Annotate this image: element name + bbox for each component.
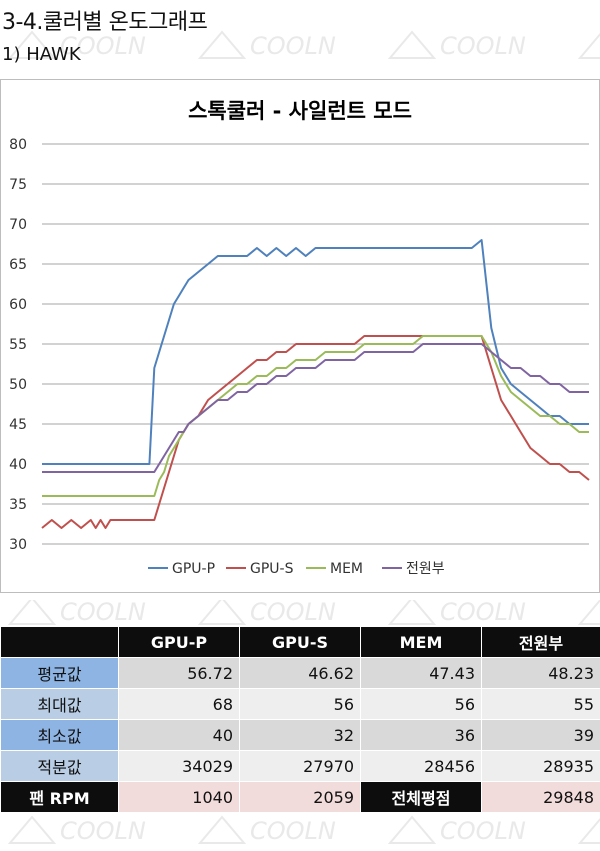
legend-label: GPU-S: [250, 561, 294, 577]
row-label-max: 최대값: [1, 689, 119, 720]
watermark-text: COOLN: [60, 600, 146, 626]
table-cell: 27970: [240, 751, 361, 782]
watermark-text: COOLN: [250, 32, 336, 60]
watermark-logo-icon: [390, 32, 434, 58]
watermark-logo-icon: [390, 600, 434, 624]
table-cell: 36: [361, 720, 482, 751]
table-header-row: GPU-P GPU-S MEM 전원부: [1, 627, 600, 658]
table-row: 적분값 34029 27970 28456 28935: [1, 751, 600, 782]
watermark-text: COOLN: [250, 817, 336, 845]
watermark-text: COOLN: [440, 600, 526, 626]
legend-label: MEM: [330, 561, 363, 577]
table-cell: 56: [361, 689, 482, 720]
table-cell: 46.62: [240, 658, 361, 689]
y-tick-label: 55: [9, 337, 27, 353]
legend-label: 전원부: [406, 561, 445, 577]
table-header-mem: MEM: [361, 627, 482, 658]
stats-table: GPU-P GPU-S MEM 전원부 평균값 56.72 46.62 47.4…: [0, 626, 600, 813]
table-footer-row: 팬 RPM 1040 2059 전체평점 29848: [1, 782, 600, 813]
chart-canvas: 스톡쿨러 - 사일런트 모드 30 35 40 45 50 55 60 65 70 75 80 GPU-…: [1, 80, 599, 592]
row-label-average: 평균값: [1, 658, 119, 689]
table-cell: 32: [240, 720, 361, 751]
table-header-corner: [1, 627, 119, 658]
watermark-logo-icon: [580, 600, 600, 624]
watermark-logo-icon: [580, 817, 600, 843]
table-cell: 40: [119, 720, 240, 751]
watermark-text: COOLN: [60, 817, 146, 845]
y-tick-label: 45: [9, 417, 27, 433]
legend-label: GPU-P: [172, 561, 215, 577]
y-tick-label: 40: [9, 457, 27, 473]
y-tick-label: 35: [9, 497, 27, 513]
chart-title: 스톡쿨러 - 사일런트 모드: [188, 99, 412, 123]
table-header-gpu-s: GPU-S: [240, 627, 361, 658]
watermark-logo-icon: [200, 817, 244, 843]
table-row: 평균값 56.72 46.62 47.43 48.23: [1, 658, 600, 689]
row-label-integral: 적분값: [1, 751, 119, 782]
watermark-logo-icon: [10, 817, 54, 843]
section-subheading: 1) HAWK: [2, 44, 81, 65]
table-header-gpu-p: GPU-P: [119, 627, 240, 658]
table-cell: 34029: [119, 751, 240, 782]
y-tick-label: 30: [9, 537, 27, 553]
watermark-text: COOLN: [440, 32, 526, 60]
section-heading: 3-4.쿨러별 온도그래프: [2, 4, 207, 36]
y-tick-label: 80: [9, 137, 27, 153]
watermark-logo-icon: [200, 600, 244, 624]
table-row: 최소값 40 32 36 39: [1, 720, 600, 751]
table-cell: 56: [240, 689, 361, 720]
table-row: 최대값 68 56 56 55: [1, 689, 600, 720]
y-tick-label: 70: [9, 217, 27, 233]
y-tick-label: 60: [9, 297, 27, 313]
watermark-logo-icon: [390, 817, 434, 843]
table-cell: 55: [482, 689, 600, 720]
table-cell: 47.43: [361, 658, 482, 689]
overall-score-label: 전체평점: [361, 782, 482, 813]
y-tick-label: 50: [9, 377, 27, 393]
table-cell: 56.72: [119, 658, 240, 689]
table-cell: 28935: [482, 751, 600, 782]
overall-score-value: 29848: [482, 782, 600, 813]
y-tick-label: 75: [9, 177, 27, 193]
table-cell: 48.23: [482, 658, 600, 689]
fan-rpm-value: 1040: [119, 782, 240, 813]
watermark-logo-icon: [580, 32, 600, 58]
temperature-chart: 스톡쿨러 - 사일런트 모드 30 35 40 45 50 55 60 65 70 75 80 GPU-…: [0, 79, 600, 593]
watermark-text: COOLN: [440, 817, 526, 845]
table-cell: 28456: [361, 751, 482, 782]
row-label-min: 최소값: [1, 720, 119, 751]
table-cell: 68: [119, 689, 240, 720]
fan-rpm-value: 2059: [240, 782, 361, 813]
fan-rpm-label: 팬 RPM: [1, 782, 119, 813]
watermark-logo-icon: [10, 600, 54, 624]
table-cell: 39: [482, 720, 600, 751]
series-line-0: [42, 240, 589, 464]
y-tick-label: 65: [9, 257, 27, 273]
table-header-vrm: 전원부: [482, 627, 600, 658]
watermark-text: COOLN: [250, 600, 336, 626]
